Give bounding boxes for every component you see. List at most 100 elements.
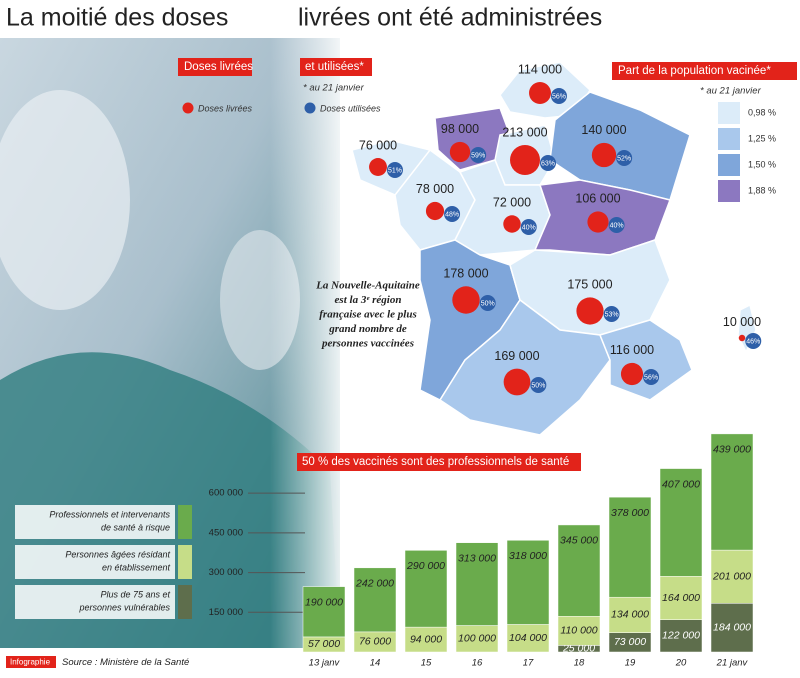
header: Part de la population vacinée*	[618, 65, 771, 77]
value-label: 94 000	[410, 633, 442, 645]
legend-label: Plus de 75 ans et	[100, 589, 170, 599]
doses-bubble	[587, 211, 609, 233]
annotation: personnes vaccinées	[321, 338, 414, 350]
used-bubble	[603, 306, 620, 322]
value-label: 242 000	[355, 578, 394, 590]
legend-swatch	[718, 128, 740, 150]
x-tick-label: 15	[421, 658, 432, 669]
doses-label: 116 000	[610, 343, 654, 357]
legend-label: en établissement	[102, 562, 171, 572]
doses-bubble	[591, 142, 617, 168]
region	[598, 319, 693, 401]
used-label: 52%	[617, 155, 631, 162]
value-label: 407 000	[662, 478, 700, 490]
annotation: est la 3ᵉ région	[335, 294, 402, 306]
chart-title-box	[297, 453, 581, 471]
value-label: 164 000	[662, 592, 700, 604]
doses-label: 178 000	[443, 267, 488, 281]
photo-face	[0, 90, 130, 310]
doses-label: 76 000	[359, 138, 397, 152]
legend-swatch	[718, 154, 740, 176]
bar-segment	[353, 567, 397, 633]
value-label: 313 000	[458, 552, 496, 564]
bar-segment	[506, 540, 550, 625]
value-label: 110 000	[560, 625, 597, 637]
legend-swatch	[178, 505, 192, 539]
used-bubble	[643, 369, 660, 385]
y-tick-label: 150 000	[209, 607, 243, 618]
bar-segment	[404, 626, 448, 653]
value-label: 318 000	[509, 550, 547, 562]
value-label: 57 000	[308, 638, 340, 650]
used-label: 56%	[552, 93, 566, 100]
region	[438, 298, 611, 436]
header-box	[178, 58, 252, 76]
x-tick-label: 19	[625, 658, 636, 669]
used-label: 48%	[445, 211, 459, 218]
used-bubble	[444, 206, 461, 222]
doses-bubble	[576, 297, 604, 325]
chart-title: 50 % des vaccinés sont des professionnel…	[302, 456, 569, 468]
annotation: française avec le plus	[319, 309, 416, 321]
legend-box	[15, 545, 175, 579]
header: Doses livrées	[184, 61, 253, 73]
used-label: 50%	[531, 382, 545, 389]
title: La moitié des doses	[6, 4, 228, 32]
x-tick-label: 14	[370, 658, 381, 669]
bar-segment	[659, 468, 703, 577]
legend-swatch	[718, 102, 740, 124]
value-label: 73 000	[614, 636, 646, 648]
value-label: 439 000	[713, 444, 751, 456]
doses-bubble	[620, 362, 644, 386]
bar-segment	[710, 549, 754, 604]
used-label: 40%	[610, 222, 624, 229]
y-tick-label: 450 000	[209, 527, 243, 538]
x-tick-label: 16	[472, 658, 483, 669]
doses-bubble	[503, 215, 521, 233]
legend-label: 1,88 %	[748, 185, 776, 195]
bar-segment	[710, 433, 754, 551]
legend-label: 1,25 %	[748, 133, 776, 143]
bar-segment	[659, 619, 703, 653]
value-label: 104 000	[509, 632, 547, 644]
bar-segment	[506, 624, 550, 653]
header-box	[300, 58, 372, 76]
x-tick-label: 13 janv	[309, 658, 341, 669]
used-bubble	[520, 219, 537, 235]
used-label: 40%	[522, 224, 536, 231]
doses-label: 78 000	[416, 182, 454, 196]
doses-label: 72 000	[493, 196, 531, 210]
doses-label: 98 000	[441, 122, 479, 136]
used-bubble	[550, 88, 567, 104]
doses-bubble	[510, 145, 540, 175]
used-bubble	[530, 377, 547, 393]
doses-label: 106 000	[575, 192, 620, 206]
brand: Infographie	[10, 658, 51, 667]
legend-label: de santé à risque	[101, 522, 170, 532]
title: livrées ont été administrées	[298, 4, 602, 32]
legend-swatch	[182, 102, 194, 114]
doses-label: 175 000	[567, 278, 612, 292]
photo-fade	[270, 38, 350, 648]
used-bubble	[616, 150, 633, 166]
legend-label: Personnes âgées résidant	[65, 549, 170, 559]
header: et utilisées*	[305, 61, 364, 73]
used-label: 59%	[471, 152, 485, 159]
doses-bubble	[449, 141, 471, 163]
value-label: 184 000	[713, 621, 751, 633]
value-label: 134 000	[611, 609, 649, 621]
doses-label: 10 000	[723, 315, 761, 329]
legend-swatch	[178, 545, 192, 579]
note: * au 21 janvier	[700, 86, 762, 97]
used-bubble	[479, 295, 496, 311]
doses-label: 114 000	[518, 62, 562, 76]
used-bubble	[608, 217, 625, 233]
doses-label: 140 000	[581, 123, 626, 137]
used-bubble	[470, 147, 487, 163]
bar-segment	[455, 625, 499, 653]
legend-box	[15, 505, 175, 539]
y-tick-label: 300 000	[209, 567, 243, 578]
doses-label: 169 000	[494, 349, 539, 363]
bar-segment	[302, 586, 346, 638]
